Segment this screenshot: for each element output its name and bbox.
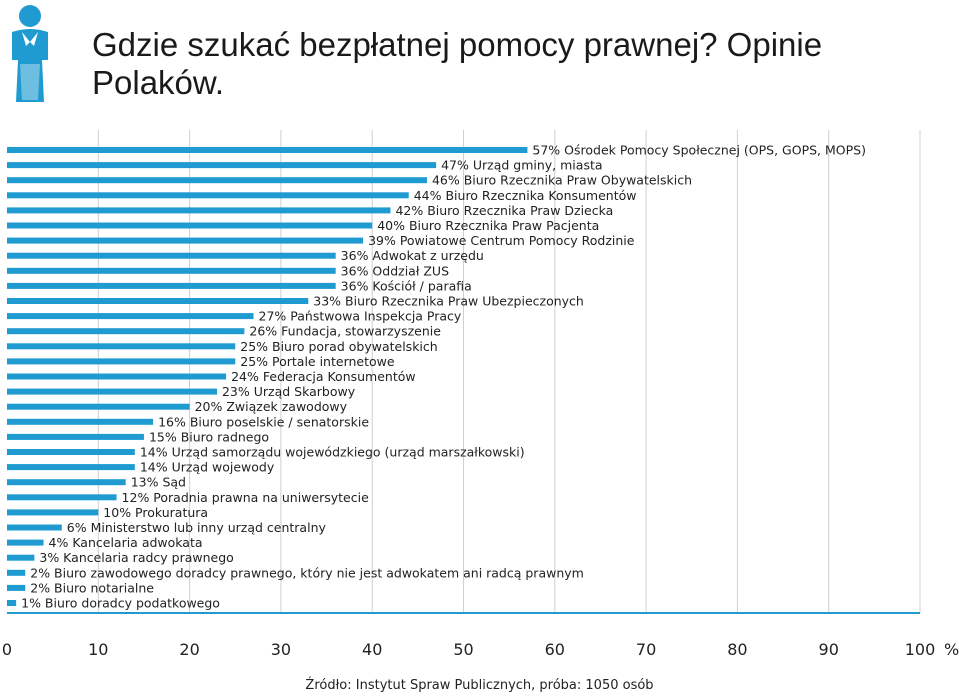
bar-label: 2% Biuro notarialne	[30, 580, 154, 595]
bar	[7, 418, 154, 425]
bar-label: 39% Powiatowe Centrum Pomocy Rodzinie	[368, 233, 635, 248]
bar-label: 1% Biuro doradcy podatkowego	[21, 596, 220, 611]
x-tick-label: 0	[2, 640, 12, 659]
bar	[7, 343, 236, 350]
bar-label: 24% Federacja Konsumentów	[231, 369, 416, 384]
bar-label: 4% Kancelaria adwokata	[49, 535, 203, 550]
bar	[7, 584, 26, 591]
bar	[7, 569, 26, 576]
bar	[7, 539, 44, 546]
bar	[7, 433, 144, 440]
bar	[7, 313, 254, 320]
x-unit-label: %	[944, 640, 959, 659]
person-icon	[12, 5, 48, 102]
bar-label: 3% Kancelaria radcy prawnego	[39, 550, 233, 565]
bar-label: 20% Związek zawodowy	[195, 399, 348, 414]
bar-label: 57% Ośrodek Pomocy Społecznej (OPS, GOPS…	[532, 143, 866, 158]
bar-label: 36% Oddział ZUS	[341, 263, 449, 278]
bar-label: 14% Urząd samorządu wojewódzkiego (urząd…	[140, 445, 525, 460]
bar	[7, 600, 17, 606]
x-tick-label: 10	[88, 640, 108, 659]
bar-label: 40% Biuro Rzecznika Praw Pacjenta	[377, 218, 599, 233]
bar-label: 26% Fundacja, stowarzyszenie	[249, 324, 441, 339]
bar	[7, 298, 309, 304]
bar	[7, 282, 336, 289]
bar	[7, 222, 373, 229]
bar	[7, 373, 227, 380]
bar	[7, 162, 437, 169]
bar	[7, 449, 135, 455]
bar	[7, 252, 336, 259]
bar	[7, 177, 427, 184]
x-tick-label: 50	[453, 640, 473, 659]
bar	[7, 192, 409, 199]
bar	[7, 267, 336, 274]
bar	[7, 237, 364, 244]
bar-label: 36% Adwokat z urzędu	[341, 248, 484, 263]
bar-label: 14% Urząd wojewody	[140, 460, 275, 475]
x-tick-label: 100	[905, 640, 936, 659]
x-tick-label: 70	[636, 640, 656, 659]
bar-label: 36% Kościół / parafia	[341, 278, 472, 293]
x-tick-label: 80	[727, 640, 747, 659]
bar-label: 25% Portale internetowe	[240, 354, 395, 369]
bar-label: 44% Biuro Rzecznika Konsumentów	[414, 188, 637, 203]
bar	[7, 328, 245, 335]
bar-label: 15% Biuro radnego	[149, 429, 269, 444]
bar-label: 6% Ministerstwo lub inny urząd centralny	[67, 520, 327, 535]
bar	[7, 509, 99, 516]
bar-label: 25% Biuro porad obywatelskich	[240, 339, 437, 354]
bar	[7, 358, 236, 365]
bar	[7, 494, 117, 501]
chart-title: Gdzie szukać bezpłatnej pomocy prawnej? …	[92, 26, 823, 101]
x-tick-label: 20	[179, 640, 199, 659]
bar-label: 2% Biuro zawodowego doradcy prawnego, kt…	[30, 565, 584, 580]
bar-label: 33% Biuro Rzecznika Praw Ubezpieczonych	[313, 294, 584, 309]
bar	[7, 479, 126, 486]
bar-label: 16% Biuro poselskie / senatorskie	[158, 414, 369, 429]
bar	[7, 554, 35, 561]
bar-label: 47% Urząd gminy, miasta	[441, 158, 602, 173]
bar	[7, 464, 135, 471]
x-tick-label: 40	[362, 640, 382, 659]
bar	[7, 147, 528, 153]
bar-label: 42% Biuro Rzecznika Praw Dziecka	[395, 203, 613, 218]
bar	[7, 524, 62, 531]
bar-label: 23% Urząd Skarbowy	[222, 384, 356, 399]
bar	[7, 403, 190, 410]
x-tick-label: 60	[545, 640, 565, 659]
bar-label: 13% Sąd	[131, 475, 186, 490]
bar-label: 10% Prokuratura	[103, 505, 208, 520]
bar-label: 46% Biuro Rzecznika Praw Obywatelskich	[432, 173, 692, 188]
bar-label: 12% Poradnia prawna na uniwersytecie	[122, 490, 370, 505]
x-tick-label: 90	[819, 640, 839, 659]
bar-label: 27% Państwowa Inspekcja Pracy	[259, 309, 462, 324]
bar	[7, 388, 217, 395]
bar	[7, 207, 391, 214]
x-tick-label: 30	[271, 640, 291, 659]
source-note: Źródło: Instytut Spraw Publicznych, prób…	[305, 678, 654, 693]
